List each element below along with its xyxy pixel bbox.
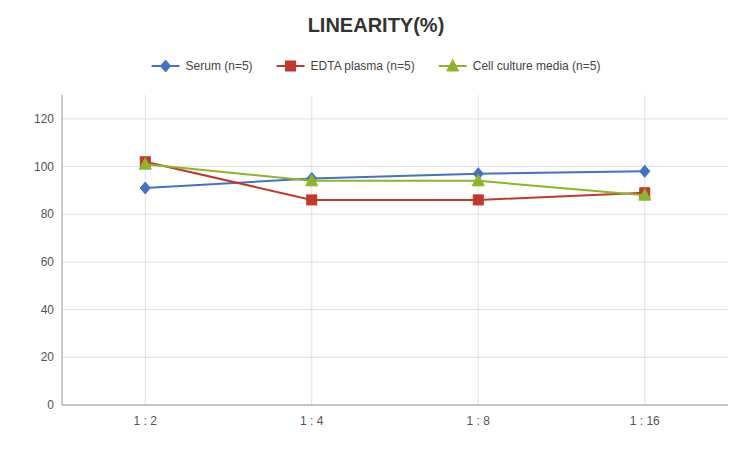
x-tick-label: 1 : 4 bbox=[300, 414, 324, 428]
legend-label: Serum (n=5) bbox=[186, 59, 253, 73]
marks bbox=[139, 157, 651, 205]
x-tick-label: 1 : 2 bbox=[134, 414, 158, 428]
grid-line bbox=[644, 95, 645, 405]
y-tick-label: 120 bbox=[34, 112, 54, 126]
line bbox=[145, 162, 645, 200]
grid-line bbox=[62, 261, 728, 262]
marker bbox=[473, 195, 483, 205]
grid-line bbox=[62, 118, 728, 119]
legend-item: EDTA plasma (n=5) bbox=[277, 59, 415, 73]
grid-line bbox=[145, 95, 146, 405]
marker bbox=[306, 174, 318, 186]
grid-line bbox=[62, 405, 728, 406]
legend-item: Serum (n=5) bbox=[152, 59, 253, 73]
title: LINEARITY(%) bbox=[308, 14, 445, 36]
y-tick-label: 20 bbox=[41, 350, 55, 364]
series bbox=[139, 158, 651, 201]
legend-label: Cell culture media (n=5) bbox=[473, 59, 601, 73]
grid-line bbox=[478, 95, 479, 405]
x-axis-line bbox=[62, 405, 728, 406]
y-tick-label: 100 bbox=[34, 160, 54, 174]
y-axis-line bbox=[62, 95, 63, 405]
legend-marker bbox=[161, 60, 171, 72]
legend: Serum (n=5) EDTA plasma (n=5) Cell culture… bbox=[152, 59, 601, 73]
grid-line bbox=[62, 357, 728, 358]
y-tick-label: 80 bbox=[41, 207, 55, 221]
grid-line bbox=[62, 309, 728, 310]
marker bbox=[140, 182, 150, 194]
series bbox=[140, 157, 650, 205]
y-tick-label: 40 bbox=[41, 303, 55, 317]
y-tick-label: 60 bbox=[41, 255, 55, 269]
marker bbox=[640, 165, 650, 177]
legend-marker bbox=[286, 61, 296, 71]
grid-line bbox=[311, 95, 312, 405]
marker bbox=[472, 174, 484, 186]
grid-line bbox=[62, 214, 728, 215]
marker bbox=[307, 195, 317, 205]
line bbox=[145, 164, 645, 195]
marker bbox=[139, 158, 151, 170]
x-tick-label: 1 : 16 bbox=[630, 414, 660, 428]
y-tick-label: 0 bbox=[47, 398, 54, 412]
legend-item: Cell culture media (n=5) bbox=[439, 59, 601, 73]
legend-marker bbox=[447, 60, 459, 72]
chart: LINEARITY(%) 0 20 40 60 80 100 120 1 : 2 1 : 4 1 :… bbox=[0, 0, 752, 451]
x-tick-label: 1 : 8 bbox=[467, 414, 491, 428]
grid bbox=[62, 95, 728, 405]
marker bbox=[639, 189, 651, 201]
legend-label: EDTA plasma (n=5) bbox=[311, 59, 415, 73]
